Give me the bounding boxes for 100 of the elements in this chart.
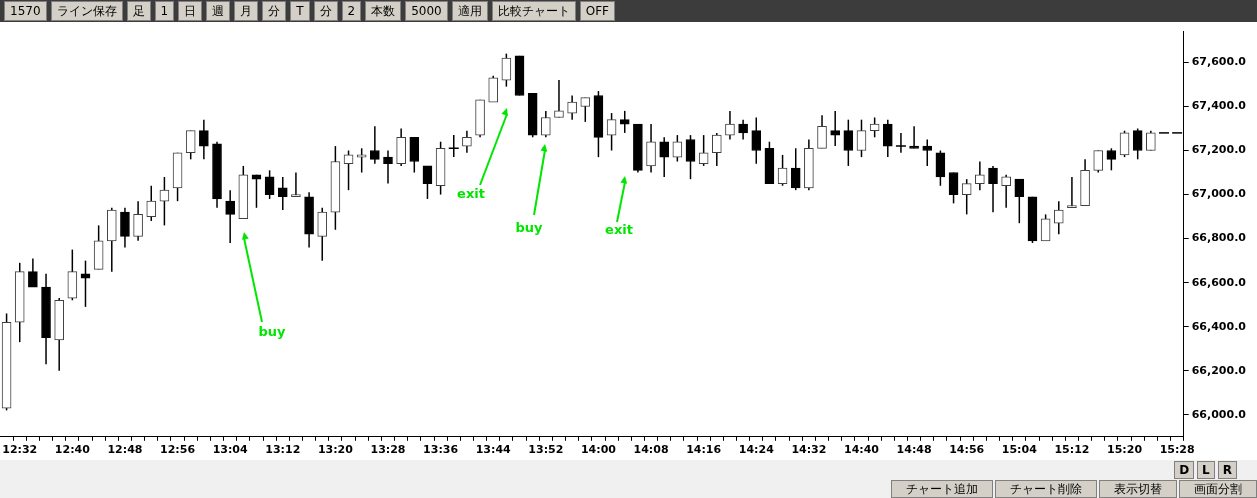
text: 月 bbox=[234, 1, 259, 21]
candlestick bbox=[1001, 173, 1011, 209]
candlestick bbox=[277, 176, 288, 211]
candlestick bbox=[1106, 147, 1117, 172]
candlestick bbox=[830, 110, 841, 147]
text: T bbox=[290, 1, 310, 21]
candlestick bbox=[225, 189, 235, 244]
x-tick-label: 15:12 bbox=[1054, 443, 1090, 457]
x-tick-label: 13:20 bbox=[317, 443, 354, 457]
text: ライン保存 bbox=[50, 1, 123, 21]
text: 本数 bbox=[365, 1, 402, 21]
candlestick bbox=[1014, 178, 1025, 224]
text: 足 bbox=[126, 1, 151, 21]
x-tick-label: 12:56 bbox=[160, 443, 196, 457]
candlestick bbox=[1053, 200, 1064, 235]
text: 2 bbox=[341, 1, 362, 21]
text: チャート削除 bbox=[995, 480, 1097, 498]
candlestick bbox=[725, 110, 735, 141]
x-tick-label: 14:16 bbox=[686, 443, 722, 457]
candlestick bbox=[120, 207, 130, 249]
text: 日 bbox=[178, 1, 203, 21]
candlestick bbox=[185, 129, 196, 161]
candlestick bbox=[659, 136, 670, 178]
x-tick-label: 15:20 bbox=[1107, 443, 1143, 457]
candlestick bbox=[28, 257, 38, 288]
y-tick-label: 67,000.0 bbox=[1191, 187, 1247, 201]
x-tick-label: 13:36 bbox=[423, 443, 459, 457]
annotation: buy bbox=[258, 324, 287, 340]
y-tick-label: 66,400.0 bbox=[1191, 319, 1247, 333]
candlestick bbox=[80, 259, 91, 308]
y-tick-label: 66,600.0 bbox=[1191, 275, 1247, 289]
text: チャート追加 bbox=[891, 480, 993, 498]
candlestick bbox=[606, 112, 617, 152]
candlestick bbox=[1132, 127, 1143, 161]
x-tick-label: 14:24 bbox=[738, 443, 775, 457]
candlestick bbox=[619, 110, 630, 134]
candlestick bbox=[672, 134, 683, 163]
y-tick-label: 66,000.0 bbox=[1191, 407, 1247, 421]
text: 1570 bbox=[4, 1, 47, 21]
annotation: exit bbox=[605, 222, 633, 238]
candlestick bbox=[488, 74, 499, 103]
candlestick bbox=[462, 129, 472, 154]
candlestick bbox=[961, 178, 972, 216]
y-tick-label: 67,200.0 bbox=[1191, 143, 1247, 157]
text: L bbox=[1197, 461, 1215, 479]
candlestick bbox=[975, 160, 985, 191]
candlestick bbox=[790, 147, 801, 191]
candlestick bbox=[580, 96, 591, 123]
candlestick bbox=[948, 171, 959, 205]
candlestick bbox=[251, 173, 262, 209]
text: 週 bbox=[206, 1, 231, 21]
candlestick bbox=[817, 114, 827, 150]
candlestick bbox=[1040, 213, 1051, 242]
text: 5000 bbox=[405, 1, 448, 21]
candlestick bbox=[1067, 176, 1077, 209]
candlestick bbox=[698, 134, 709, 167]
text: 分 bbox=[262, 1, 287, 21]
candlestick bbox=[777, 154, 788, 187]
x-tick-label: 12:40 bbox=[54, 443, 91, 457]
candlestick bbox=[291, 171, 301, 198]
annotation: exit bbox=[457, 186, 485, 202]
candlestick bbox=[988, 165, 998, 213]
candlestick bbox=[738, 118, 748, 141]
x-tick-label: 14:32 bbox=[791, 443, 827, 457]
x-tick-label: 12:48 bbox=[107, 443, 143, 457]
candlestick bbox=[751, 116, 762, 165]
x-tick-label: 13:28 bbox=[370, 443, 406, 457]
text: 分 bbox=[313, 1, 338, 21]
x-tick-label: 13:04 bbox=[212, 443, 249, 457]
candlestick bbox=[133, 200, 143, 242]
x-tick-label: 14:48 bbox=[896, 443, 932, 457]
text: 表示切替 bbox=[1099, 480, 1177, 498]
y-tick-label: 67,400.0 bbox=[1191, 99, 1247, 113]
x-tick-label: 13:12 bbox=[265, 443, 301, 457]
x-tick-label: 15:04 bbox=[1001, 443, 1038, 457]
candlestick bbox=[422, 165, 433, 200]
x-tick-label: 14:08 bbox=[633, 443, 669, 457]
candlestick bbox=[264, 169, 275, 200]
x-tick-label: 14:40 bbox=[843, 443, 880, 457]
text: D bbox=[1174, 461, 1195, 479]
candlestick bbox=[146, 185, 157, 222]
candlestick bbox=[711, 132, 722, 167]
y-tick-label: 67,600.0 bbox=[1191, 55, 1247, 69]
candlestick bbox=[685, 134, 696, 180]
candlestick bbox=[857, 118, 866, 158]
candlestick bbox=[317, 207, 328, 262]
text: 1 bbox=[154, 1, 175, 21]
candlestick bbox=[646, 123, 656, 174]
candlestick bbox=[922, 138, 933, 167]
x-tick-label: 12:32 bbox=[2, 443, 38, 457]
candlestick bbox=[448, 134, 460, 158]
candlestick bbox=[383, 149, 393, 185]
text: 適用 bbox=[451, 1, 488, 21]
x-tick-label: 14:56 bbox=[949, 443, 985, 457]
x-tick-label: 13:52 bbox=[528, 443, 564, 457]
x-tick-label: 14:00 bbox=[580, 443, 617, 457]
candlestick bbox=[882, 118, 893, 158]
candlestick bbox=[199, 118, 209, 161]
candlestick bbox=[567, 94, 577, 121]
x-tick-label: 15:28 bbox=[1159, 443, 1195, 457]
